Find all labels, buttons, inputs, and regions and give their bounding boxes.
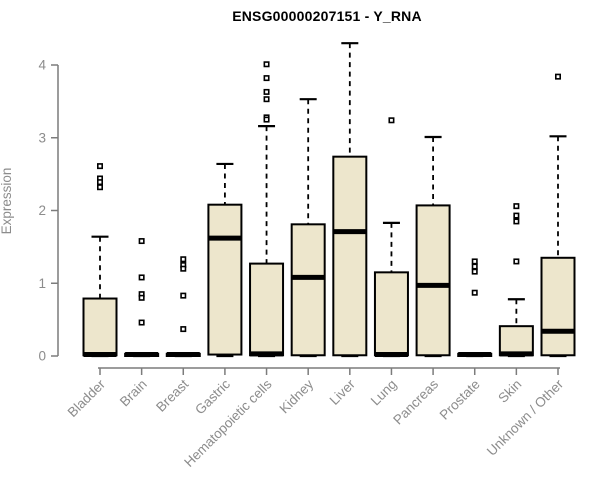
- outlier-point: [513, 218, 520, 225]
- y-tick-label: 3: [38, 130, 46, 145]
- box-lung: [373, 117, 409, 358]
- box-hematopoietic-cells: [249, 61, 285, 358]
- outlier-point: [263, 116, 270, 123]
- outlier-point: [263, 61, 270, 68]
- iqr-box: [498, 325, 534, 357]
- y-tick-label: 1: [38, 276, 46, 291]
- outlier-point: [263, 75, 270, 82]
- outlier-point: [471, 258, 478, 265]
- outlier-point: [263, 96, 270, 103]
- iqr-box: [332, 155, 368, 357]
- outlier-point: [180, 326, 187, 333]
- iqr-box: [249, 262, 285, 357]
- x-tick-label: Kidney: [277, 376, 317, 416]
- box-prostate: [457, 258, 493, 358]
- iqr-box: [82, 297, 118, 357]
- x-tick-label: Unknown / Other: [484, 376, 567, 459]
- x-tick-label: Breast: [153, 376, 191, 414]
- iqr-box: [415, 204, 451, 357]
- x-tick-label: Lung: [368, 377, 400, 409]
- outlier-point: [97, 163, 104, 170]
- box-brain: [124, 238, 160, 358]
- outlier-point: [180, 265, 187, 272]
- x-tick-label: Bladder: [65, 376, 109, 420]
- chart-title: ENSG00000207151 - Y_RNA: [232, 8, 422, 24]
- outlier-point: [471, 268, 478, 275]
- outlier-point: [138, 294, 145, 301]
- x-tick-label: Brain: [117, 377, 150, 410]
- box-skin: [498, 203, 534, 358]
- iqr-box: [290, 223, 326, 357]
- outlier-point: [471, 289, 478, 296]
- outlier-point: [471, 263, 478, 270]
- outlier-point: [180, 292, 187, 299]
- x-tick-label: Pancreas: [390, 376, 441, 427]
- box-bladder: [82, 163, 118, 358]
- outlier-point: [138, 319, 145, 326]
- outlier-point: [263, 88, 270, 95]
- box-pancreas: [415, 135, 451, 358]
- box-gastric: [207, 162, 243, 358]
- x-tick-label: Skin: [495, 377, 524, 406]
- outlier-point: [388, 117, 395, 124]
- outlier-point: [513, 212, 520, 219]
- y-tick-label: 0: [38, 349, 46, 364]
- y-tick-label: 2: [38, 203, 46, 218]
- box-unknown-other: [540, 73, 576, 358]
- iqr-box: [540, 256, 576, 357]
- outlier-point: [513, 258, 520, 265]
- outlier-point: [138, 238, 145, 245]
- outlier-point: [180, 256, 187, 263]
- box-breast: [165, 256, 201, 358]
- outlier-point: [97, 184, 104, 191]
- iqr-box: [207, 203, 243, 356]
- outlier-point: [97, 179, 104, 186]
- iqr-box: [373, 271, 409, 357]
- box-kidney: [290, 98, 326, 358]
- outlier-point: [138, 274, 145, 281]
- x-tick-label: Prostate: [437, 377, 483, 423]
- outlier-point: [554, 73, 561, 80]
- x-tick-label: Gastric: [192, 376, 233, 417]
- outlier-point: [513, 203, 520, 210]
- x-tick-label: Liver: [327, 376, 359, 408]
- box-liver: [332, 42, 368, 358]
- y-tick-label: 4: [38, 58, 46, 73]
